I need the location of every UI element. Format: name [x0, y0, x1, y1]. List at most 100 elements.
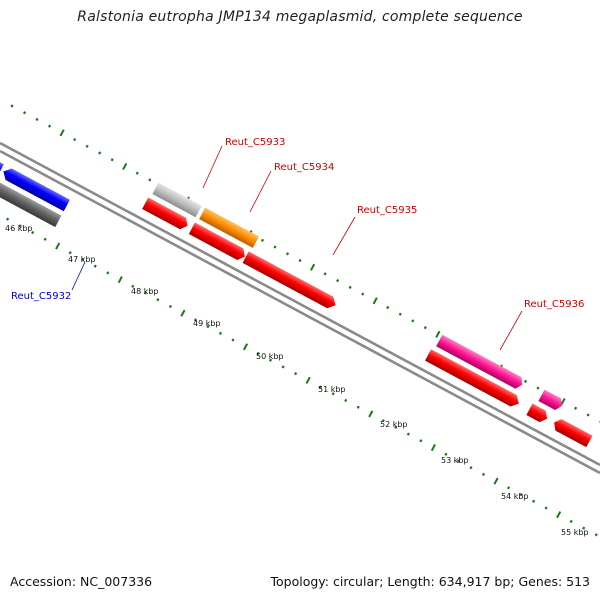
- minor-tick: [574, 406, 578, 410]
- minor-tick: [31, 230, 35, 235]
- minor-tick: [361, 292, 365, 296]
- minor-tick: [398, 312, 402, 316]
- gene-leader-lines: [71, 145, 523, 351]
- accession-text: Accession: NC_007336: [10, 574, 153, 589]
- minor-tick: [319, 385, 323, 389]
- gene-red-1[interactable]: [142, 197, 190, 232]
- major-tick: [435, 330, 441, 338]
- minor-tick: [35, 117, 39, 122]
- kbp-label: 52 kbp: [380, 420, 408, 429]
- minor-tick: [156, 298, 160, 302]
- minor-tick: [231, 338, 235, 342]
- minor-tick: [519, 492, 523, 497]
- minor-tick: [256, 351, 260, 356]
- minor-tick: [260, 238, 265, 242]
- major-tick: [55, 242, 61, 250]
- kbp-label: 50 kbp: [256, 352, 284, 361]
- minor-tick: [18, 224, 22, 228]
- minor-tick: [106, 271, 110, 275]
- minor-tick: [456, 459, 461, 463]
- kbp-label: 51 kbp: [318, 385, 346, 394]
- gene-label-reut-c5935[interactable]: Reut_C5935: [357, 205, 417, 216]
- minor-tick: [523, 379, 528, 384]
- minor-tick: [98, 151, 102, 155]
- minor-tick: [356, 405, 360, 409]
- minor-tick: [336, 279, 340, 283]
- gene-magenta-2[interactable]: [538, 389, 564, 412]
- minor-tick: [281, 365, 285, 369]
- gene-orange-1[interactable]: [199, 207, 260, 248]
- major-tick: [556, 511, 562, 519]
- minor-tick: [206, 324, 210, 329]
- minor-tick: [6, 217, 10, 221]
- minor-tick: [569, 519, 573, 524]
- major-tick: [493, 477, 499, 485]
- minor-tick: [48, 124, 52, 128]
- minor-tick: [143, 291, 147, 295]
- minor-tick: [131, 284, 135, 288]
- minor-tick: [481, 472, 486, 477]
- gene-red-5[interactable]: [526, 403, 550, 425]
- kbp-label: 54 kbp: [501, 492, 529, 501]
- minor-tick: [168, 304, 172, 309]
- minor-tick: [85, 144, 89, 148]
- minor-tick: [419, 439, 423, 443]
- major-tick: [122, 162, 128, 171]
- major-tick: [430, 443, 436, 452]
- minor-tick: [73, 137, 77, 142]
- minor-tick: [43, 237, 47, 241]
- major-tick: [59, 129, 65, 137]
- minor-tick: [135, 171, 139, 175]
- minor-tick: [386, 305, 390, 310]
- gene-blue-2[interactable]: [0, 151, 4, 176]
- kbp-label: 49 kbp: [193, 319, 221, 328]
- kbp-label: 55 kbp: [561, 528, 589, 537]
- minor-tick: [285, 252, 290, 256]
- map-title: Ralstonia eutropha JMP134 megaplasmid, c…: [77, 9, 523, 25]
- minor-tick: [110, 158, 114, 162]
- plasmid-backbone: [0, 141, 600, 475]
- minor-tick: [344, 398, 348, 403]
- gene-darkgray-1[interactable]: [0, 180, 62, 228]
- minor-tick: [423, 326, 427, 330]
- minor-tick: [381, 419, 385, 423]
- gene-red-3[interactable]: [242, 251, 339, 311]
- minor-tick: [594, 533, 598, 537]
- gene-label-reut-c5932[interactable]: Reut_C5932: [11, 291, 71, 302]
- minor-tick: [218, 331, 223, 335]
- minor-tick: [193, 318, 197, 322]
- minor-tick: [22, 111, 27, 115]
- major-tick: [560, 397, 566, 406]
- minor-tick: [269, 358, 273, 362]
- gene-magenta-1[interactable]: [436, 334, 525, 391]
- minor-tick: [444, 452, 448, 456]
- kbp-label: 47 kbp: [68, 255, 96, 264]
- gene-label-reut-c5933[interactable]: Reut_C5933: [225, 137, 285, 148]
- gene-red-6[interactable]: [551, 417, 593, 448]
- sequence-summary: Topology: circular; Length: 634,917 bp; …: [270, 574, 591, 589]
- gene-gray-2[interactable]: [152, 182, 202, 218]
- minor-tick: [411, 319, 415, 323]
- gene-label-reut-c5934[interactable]: Reut_C5934: [274, 162, 334, 173]
- minor-tick: [68, 251, 72, 255]
- major-tick: [310, 263, 316, 271]
- minor-tick: [469, 466, 473, 470]
- minor-tick: [273, 245, 277, 249]
- minor-tick: [294, 372, 298, 376]
- major-tick: [368, 410, 374, 418]
- minor-tick: [506, 486, 511, 490]
- minor-tick: [582, 526, 586, 530]
- minor-tick: [331, 392, 335, 396]
- gene-red-4[interactable]: [425, 349, 522, 409]
- gene-label-reut-c5936[interactable]: Reut_C5936: [524, 299, 584, 310]
- major-tick: [117, 276, 123, 284]
- minor-tick: [348, 285, 352, 289]
- major-tick: [243, 343, 249, 351]
- gene-red-2[interactable]: [188, 222, 248, 263]
- minor-tick: [148, 178, 152, 182]
- gene-blue-3[interactable]: [0, 166, 70, 212]
- minor-tick: [323, 272, 327, 276]
- minor-tick: [536, 386, 540, 390]
- kbp-label: 46 kbp: [5, 224, 33, 233]
